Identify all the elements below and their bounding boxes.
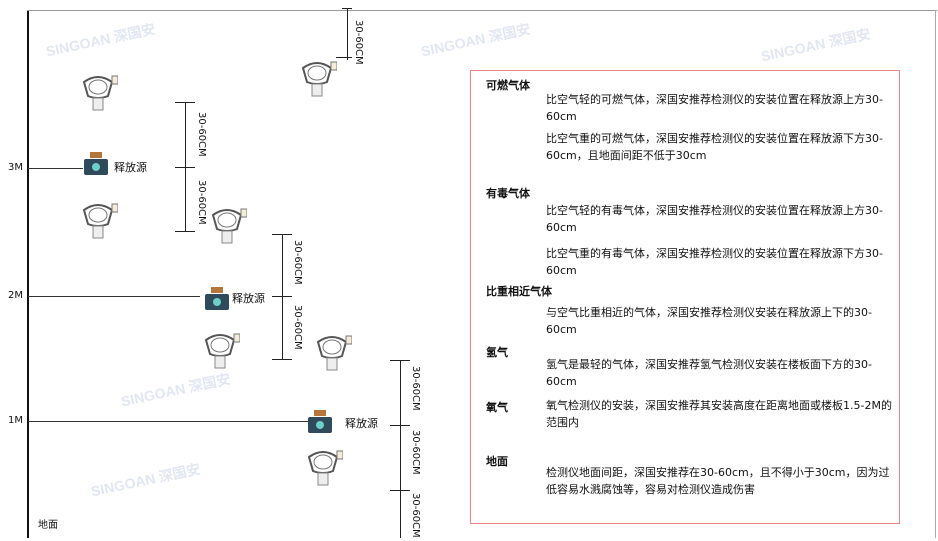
combustible-lighter-text: 比空气轻的可燃气体，深国安推荐检测仪的安装位置在释放源上方30-60cm: [546, 93, 883, 123]
watermark: SINGOAN 深国安: [119, 370, 232, 410]
gas-detector-icon: [211, 208, 247, 244]
level-2m-line: [28, 296, 200, 297]
right-wall-line: [935, 10, 936, 538]
toxic-heavier-text: 比空气重的有毒气体，深国安推荐检测仪的安装位置在释放源下方30-60cm: [546, 247, 883, 277]
gas-detector-icon: [204, 333, 240, 369]
gas-detector-icon: [82, 203, 118, 239]
dimension-label: 30-60CM: [353, 20, 364, 65]
release-source-icon: [205, 287, 229, 310]
dimension-label: 30-60CM: [410, 493, 421, 538]
level-3m-label: 3M: [8, 162, 23, 173]
gas-detector-icon: [307, 450, 343, 486]
watermark: SINGOAN 深国安: [759, 25, 872, 65]
oxygen-text: 氧气检测仪的安装，深国安推荐其安装高度在距离地面或楼板1.5-2M的范围内: [546, 399, 892, 429]
dimension-label: 30-60CM: [410, 430, 421, 475]
similar-text: 与空气比重相近的气体，深国安推荐检测仪安装在释放源上下的30-60cm: [546, 306, 872, 336]
dimension-label: 30-60CM: [410, 366, 421, 411]
dimension-label: 30-60CM: [292, 240, 303, 285]
release-source-label: 释放源: [114, 161, 147, 174]
gas-detector-icon: [82, 75, 118, 111]
installation-notes-box: 可燃气体 比空气轻的可燃气体，深国安推荐检测仪的安装位置在释放源上方30-60c…: [470, 70, 900, 524]
gas-detector-icon: [316, 335, 352, 371]
hydrogen-title: 氢气: [486, 346, 508, 359]
combustible-title: 可燃气体: [486, 79, 530, 92]
dimension-label: 30-60CM: [196, 180, 207, 225]
ground-text: 检测仪地面间距，深国安推荐在30-60cm，且不得小于30cm，因为过低容易水溅…: [546, 466, 890, 496]
toxic-lighter-text: 比空气轻的有毒气体，深国安推荐检测仪的安装位置在释放源上方30-60cm: [546, 204, 883, 234]
watermark: SINGOAN 深国安: [89, 460, 202, 500]
oxygen-title: 氧气: [486, 401, 508, 414]
dimension-label: 30-60CM: [292, 305, 303, 350]
combustible-heavier-text: 比空气重的可燃气体，深国安推荐检测仪的安装位置在释放源下方30-60cm，且地面…: [546, 132, 883, 162]
ceiling-line: [27, 10, 937, 11]
wall-line: [27, 10, 29, 538]
release-source-label: 释放源: [232, 292, 265, 305]
ground-title: 地面: [486, 455, 508, 468]
release-source-icon: [308, 410, 332, 433]
level-3m-line: [28, 168, 83, 169]
hydrogen-text: 氢气是最轻的气体，深国安推荐氢气检测仪安装在楼板面下方的30-60cm: [546, 358, 872, 388]
level-1m-label: 1M: [8, 415, 23, 426]
floor-label: 地面: [38, 520, 58, 531]
watermark: SINGOAN 深国安: [44, 20, 157, 60]
watermark: SINGOAN 深国安: [419, 20, 532, 60]
similar-title: 比重相近气体: [486, 285, 552, 298]
dimension-label: 30-60CM: [196, 112, 207, 157]
release-source-icon: [84, 152, 108, 175]
level-2m-label: 2M: [8, 290, 23, 301]
gas-detector-icon: [301, 61, 337, 97]
toxic-title: 有毒气体: [486, 187, 530, 200]
level-1m-line: [28, 421, 308, 422]
release-source-label: 释放源: [345, 417, 378, 430]
